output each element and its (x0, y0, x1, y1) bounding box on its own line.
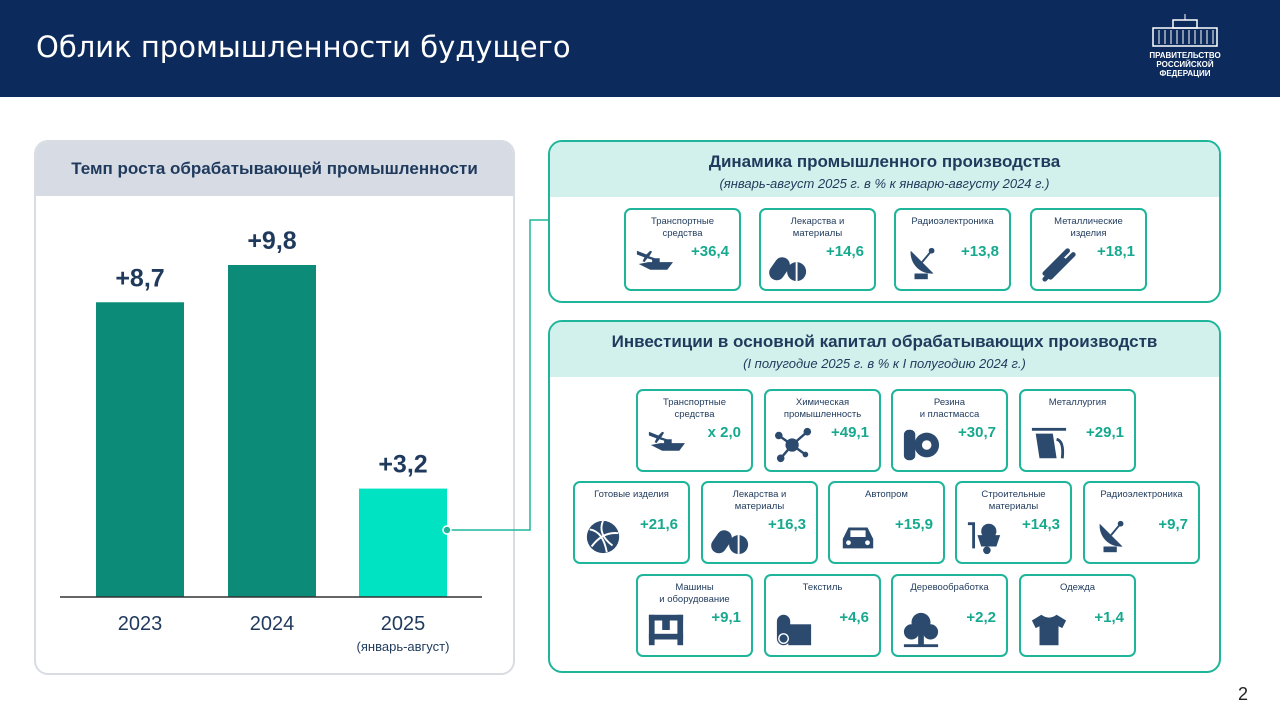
tile-label: Транспортные средства (650, 216, 715, 239)
tile-value: +18,1 (1097, 243, 1135, 260)
tile-value: +49,1 (831, 424, 869, 441)
panel-title: Темп роста обрабатывающей промышленности (36, 142, 513, 196)
wheelbarrow-icon (967, 522, 1001, 555)
tile-value: +16,3 (768, 516, 806, 533)
tile-value: +29,1 (1086, 424, 1124, 441)
tile-label: Лекарства и материалы (790, 216, 845, 239)
production-dynamics-card: Динамика промышленного производства (янва… (548, 140, 1221, 303)
tile-label: Текстиль (802, 582, 843, 593)
tile-value: +14,3 (1022, 516, 1060, 533)
plane-ship-icon (636, 250, 673, 270)
tile-label: Резина и пластмасса (919, 397, 980, 420)
investment-tile: Готовые изделия +21,6 (573, 481, 690, 564)
government-building-icon (1152, 14, 1218, 47)
header-bar: Облик промышленности будущего ПРАВИТЕЛЬС… (0, 0, 1280, 97)
satellite-dish-icon (910, 247, 935, 280)
card-subtitle: (I полугодие 2025 г. в % к I полугодию 2… (743, 356, 1026, 371)
press-machine-icon (648, 614, 684, 646)
investment-tile: Автопром +15,9 (828, 481, 945, 564)
tile-value: +13,8 (961, 243, 999, 260)
tile-value: +30,7 (958, 424, 996, 441)
tile-value: +9,7 (1158, 516, 1188, 533)
tile-label: Автопром (865, 489, 908, 500)
car-icon (842, 527, 874, 549)
tile-value: +15,9 (895, 516, 933, 533)
tile-label: Строительные материалы (981, 489, 1046, 512)
tile-value: х 2,0 (707, 424, 741, 441)
government-logo: ПРАВИТЕЛЬСТВО РОССИЙСКОЙ ФЕДЕРАЦИИ (1140, 14, 1230, 78)
production-tile: Радиоэлектроника +13,8 (894, 208, 1011, 291)
tile-label: Готовые изделия (594, 489, 669, 500)
investment-tile: Одежда +1,4 (1019, 574, 1136, 657)
growth-rate-panel: Темп роста обрабатывающей промышленности (34, 140, 515, 675)
tile-label: Одежда (1059, 582, 1096, 593)
tire-icon (903, 429, 940, 461)
tile-label: Радиоэлектроника (1100, 489, 1183, 500)
tile-label: Металлические изделия (1054, 216, 1123, 239)
tshirt-icon (1031, 614, 1067, 646)
investment-tile: Лекарства и материалы +16,3 (701, 481, 818, 564)
tile-label: Радиоэлектроника (911, 216, 994, 227)
investment-tile: Текстиль +4,6 (764, 574, 881, 657)
production-tile: Металлические изделия +18,1 (1030, 208, 1147, 291)
investment-tile: Деревообработка +2,2 (891, 574, 1008, 657)
tile-value: +14,6 (826, 243, 864, 260)
pills-icon (711, 530, 749, 555)
tile-label: Машины и оборудование (659, 582, 730, 605)
card-title: Инвестиции в основной капитал обрабатыва… (611, 332, 1158, 351)
production-tile: Транспортные средства +36,4 (624, 208, 741, 291)
tile-value: +4,6 (839, 609, 869, 626)
tile-label: Металлургия (1048, 397, 1107, 408)
investment-tile: Радиоэлектроника +9,7 (1083, 481, 1200, 564)
ladle-icon (1031, 427, 1067, 459)
tile-label: Деревообработка (910, 582, 989, 593)
tile-value: +1,4 (1094, 609, 1124, 626)
tile-label: Лекарства и материалы (732, 489, 787, 512)
card-title: Динамика промышленного производства (708, 152, 1061, 171)
logo-text: ПРАВИТЕЛЬСТВО РОССИЙСКОЙ ФЕДЕРАЦИИ (1149, 51, 1221, 78)
tree-icon (903, 612, 939, 648)
production-tile: Лекарства и материалы +14,6 (759, 208, 876, 291)
card-subtitle: (январь-август 2025 г. в % к январю-авгу… (719, 176, 1050, 191)
investment-tile: Резина и пластмасса +30,7 (891, 389, 1008, 472)
tile-value: +9,1 (711, 609, 741, 626)
tile-value: +21,6 (640, 516, 678, 533)
investment-tile: Строительные материалы +14,3 (955, 481, 1072, 564)
satellite-dish-icon (1099, 520, 1124, 553)
investment-tile: Металлургия +29,1 (1019, 389, 1136, 472)
ball-icon (586, 520, 620, 554)
investment-tile: Машины и оборудование +9,1 (636, 574, 753, 657)
tile-label: Химическая промышленность (783, 397, 862, 420)
investment-card: Инвестиции в основной капитал обрабатыва… (548, 320, 1221, 673)
molecule-icon (775, 427, 812, 463)
page-title: Облик промышленности будущего (36, 30, 571, 64)
page-number: 2 (1238, 684, 1249, 704)
tile-label: Транспортные средства (662, 397, 727, 420)
plane-ship-icon (648, 431, 685, 451)
pills-icon (769, 257, 807, 282)
pipes-icon (1042, 248, 1076, 282)
investment-tile: Химическая промышленность +49,1 (764, 389, 881, 472)
tile-value: +2,2 (966, 609, 996, 626)
tile-value: +36,4 (691, 243, 729, 260)
fabric-roll-icon (776, 614, 812, 646)
investment-tile: Транспортные средства х 2,0 (636, 389, 753, 472)
